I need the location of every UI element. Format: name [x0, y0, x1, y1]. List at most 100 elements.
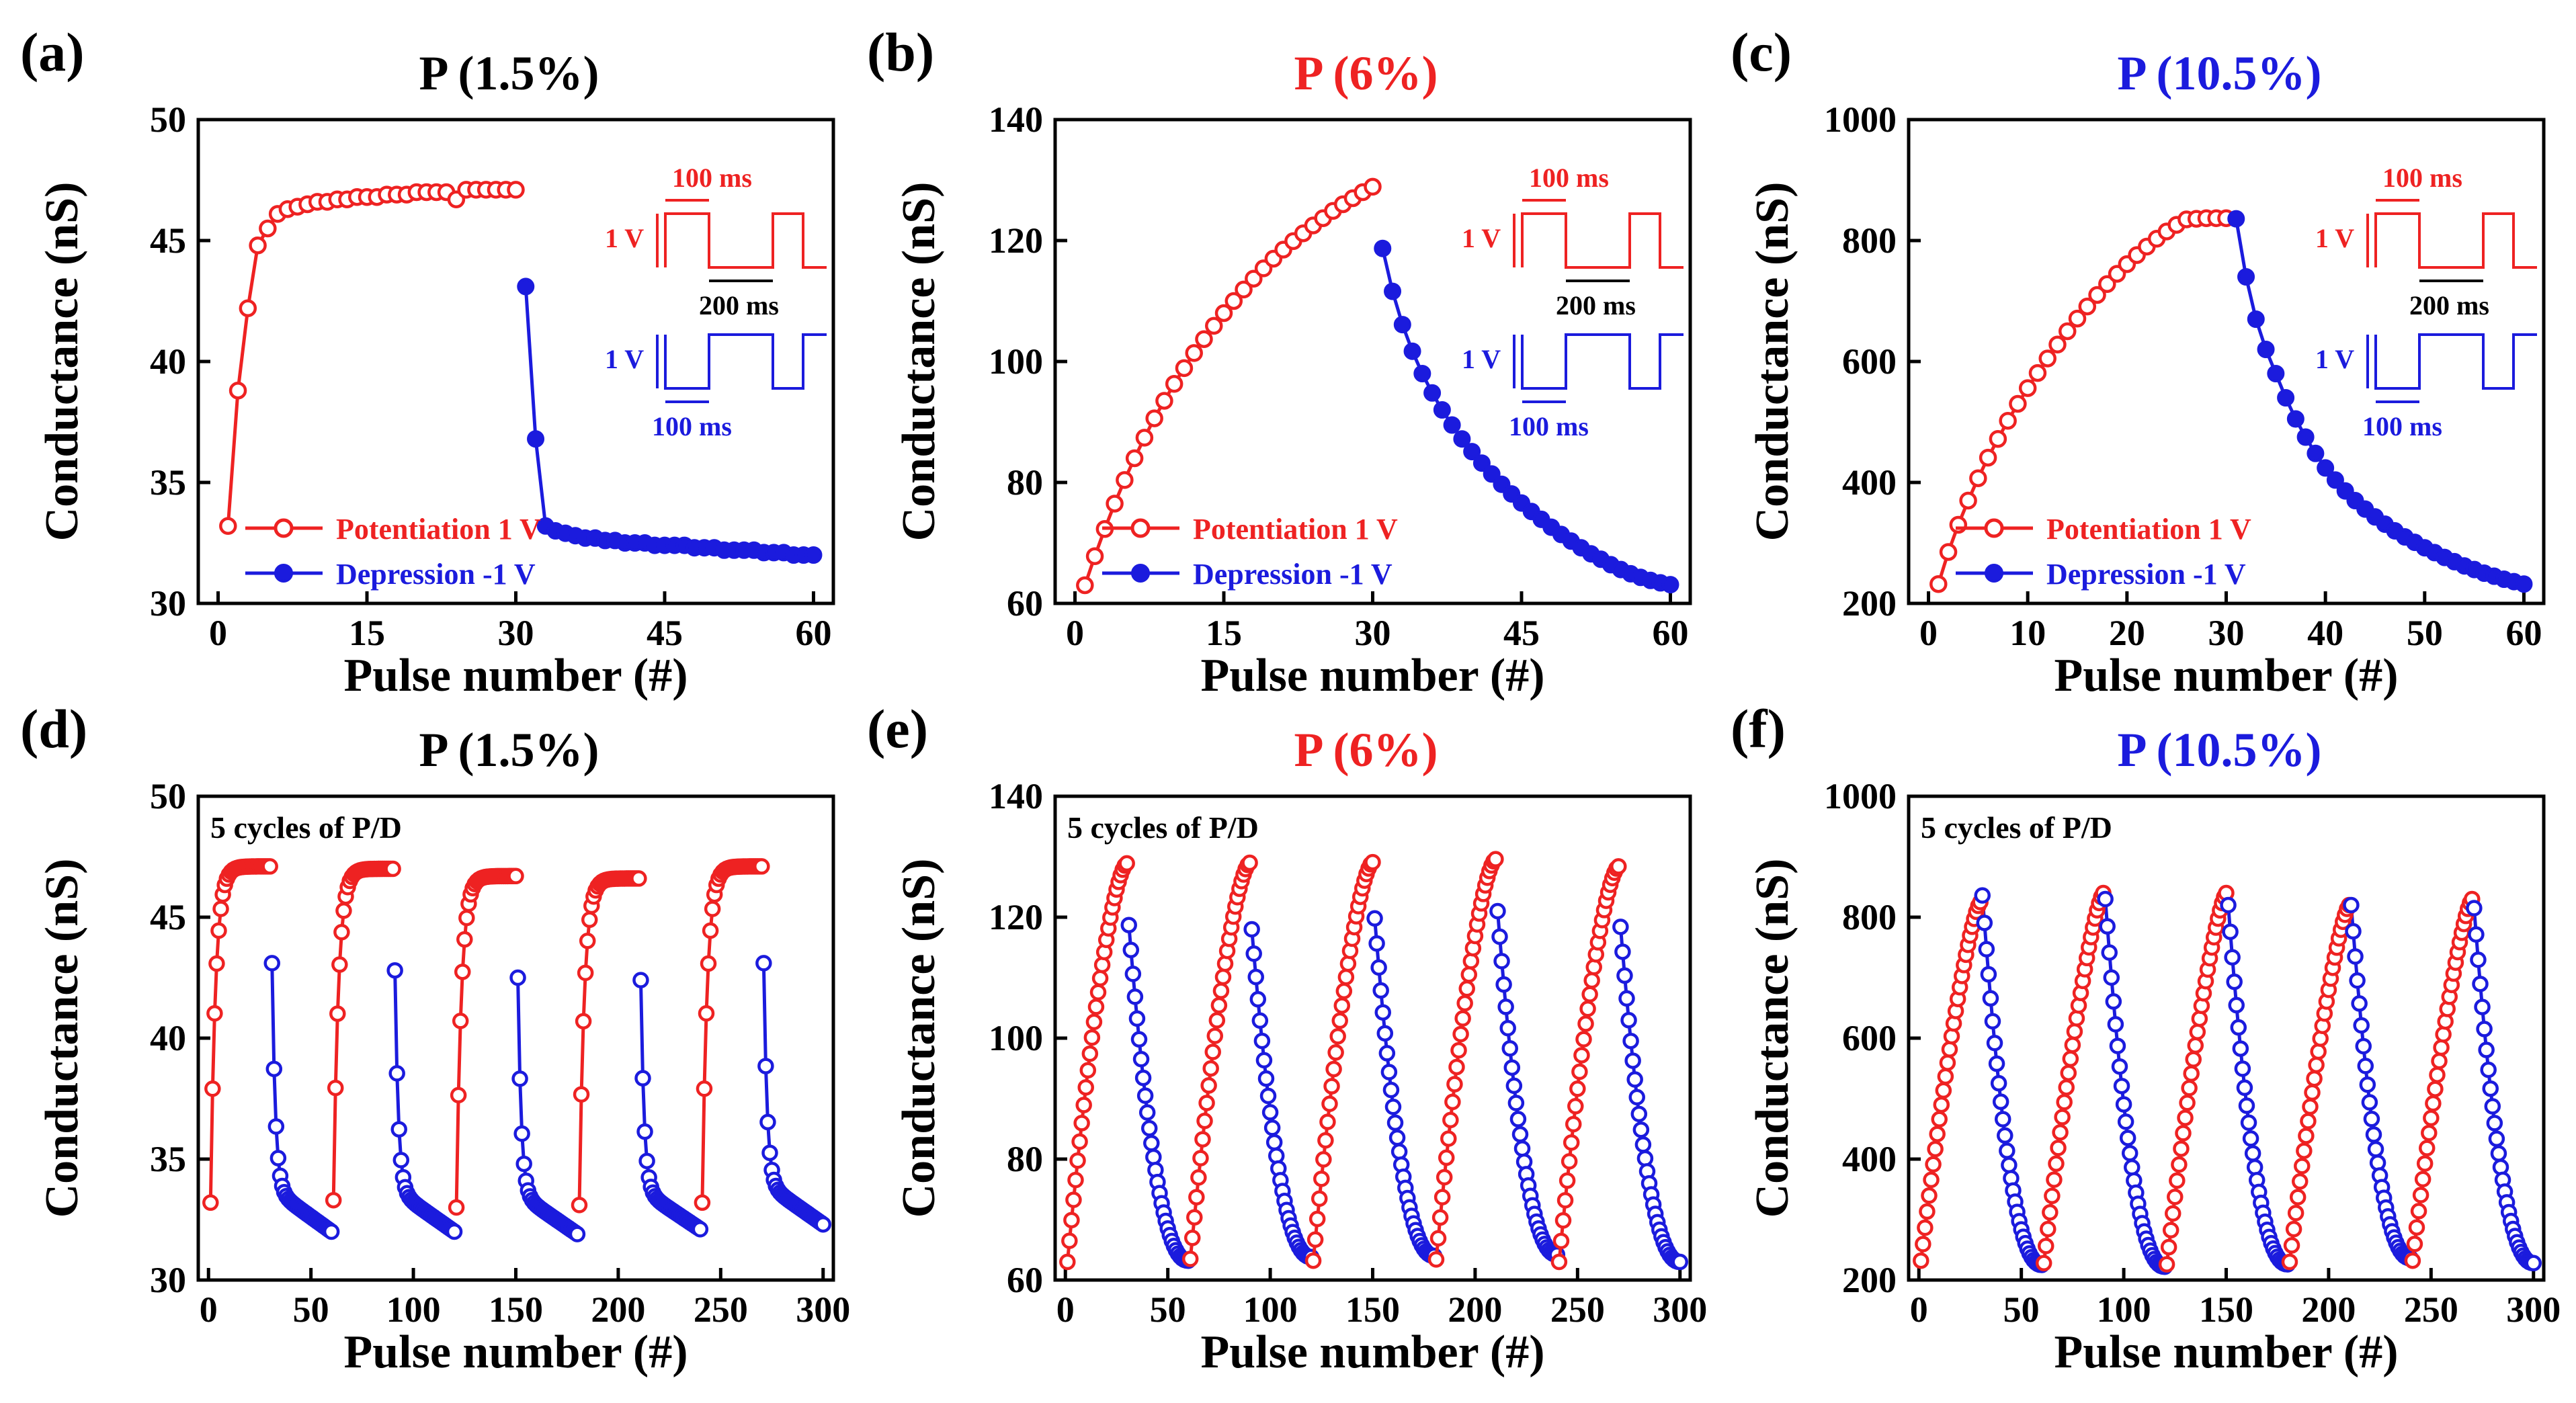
depression-point: [1483, 465, 1501, 483]
y-tick-label: 30: [150, 1260, 186, 1300]
potentiation-pulse-train: [1521, 212, 1684, 269]
potentiation-point: [1311, 1190, 1328, 1207]
potentiation-point: [1550, 1253, 1568, 1271]
depression-point: [1263, 1119, 1281, 1136]
depression-pulse-train: [664, 333, 827, 390]
depression-point: [2351, 995, 2368, 1012]
potentiation-point: [1076, 576, 1094, 595]
depression-point: [1984, 1013, 2001, 1030]
potentiation-point: [1444, 1093, 1461, 1111]
potentiation-point: [2285, 1220, 2302, 1238]
legend-label-potentiation: Potentiation 1 V: [336, 513, 541, 546]
depression-point: [2365, 1126, 2382, 1143]
potentiation-point: [1554, 1212, 1572, 1229]
potentiation-point: [1610, 858, 1627, 875]
potentiation-point: [1116, 471, 1134, 489]
potentiation-point: [630, 870, 647, 887]
potentiation-point: [2162, 1222, 2179, 1239]
depression-point: [569, 1226, 586, 1242]
depression-point: [1130, 1031, 1148, 1048]
cycles-note: 5 cycles of P/D: [1921, 810, 2112, 845]
chart-title: P (1.5%): [419, 723, 599, 777]
depression-point: [1382, 1081, 1400, 1099]
potentiation-point: [329, 1005, 346, 1022]
panel-b: (b) P (6%) 0 15 30 45 60 60 80 100 120 140 Pulse num…: [867, 22, 1692, 702]
y-tick-label: 80: [1007, 1139, 1043, 1179]
depression-point: [2001, 1156, 2018, 1174]
depression-point: [2232, 1040, 2249, 1057]
x-tick-label: 200: [1448, 1289, 1502, 1330]
potentiation-point: [1949, 515, 1968, 534]
y-axis-label: Conductance (nS): [1747, 859, 1798, 1218]
depression-point: [2343, 896, 2360, 914]
depression-point: [386, 962, 403, 979]
depression-point: [2345, 923, 2362, 940]
x-tick-label: 60: [2505, 613, 2542, 653]
potentiation-point: [2164, 1205, 2182, 1222]
potentiation-point: [2018, 379, 2037, 397]
potentiation-point: [2038, 349, 2056, 368]
potentiation-point: [1583, 972, 1600, 989]
cycles-note: 5 cycles of P/D: [1067, 810, 1259, 845]
x-tick-label: 300: [796, 1289, 850, 1330]
potentiation-point: [1224, 292, 1243, 310]
potentiation-point: [1927, 1140, 1944, 1158]
potentiation-point: [1135, 429, 1154, 447]
potentiation-point: [1917, 1219, 1934, 1236]
x-tick-label: 300: [1653, 1289, 1707, 1330]
depression-point: [1380, 1064, 1398, 1080]
y-tick-label: 600: [1842, 341, 1897, 382]
depression-point: [1243, 921, 1260, 938]
potentiation-point: [1919, 1203, 1936, 1220]
y-tick-label: 80: [1007, 462, 1043, 503]
potentiation-point: [212, 900, 229, 917]
potentiation-point: [1427, 1251, 1445, 1268]
depression-point: [2468, 926, 2485, 943]
potentiation-point: [2042, 1204, 2059, 1221]
depression-point: [1366, 910, 1383, 927]
depression-point: [1413, 365, 1431, 382]
potentiation-point: [2167, 1189, 2184, 1205]
chart-title: P (10.5%): [2118, 723, 2322, 777]
potentiation-point: [1306, 1231, 1324, 1248]
depression-point: [2124, 1159, 2141, 1176]
depression-point: [1982, 990, 1999, 1007]
potentiation-point: [2418, 1140, 2436, 1156]
potentiation-point: [2431, 1052, 2448, 1070]
potentiation-point: [2035, 1255, 2052, 1272]
depression-point: [2349, 972, 2366, 989]
depression-point: [2222, 923, 2239, 940]
y-tick-label: 50: [150, 776, 186, 816]
potentiation-point: [1431, 1209, 1449, 1226]
potentiation-point: [1335, 982, 1353, 1000]
panel-label: (d): [20, 698, 87, 759]
x-tick-label: 20: [2109, 613, 2145, 653]
potentiation-point: [1083, 1029, 1101, 1046]
depression-point: [2117, 1113, 2134, 1130]
y-axis-label: Conductance (nS): [36, 182, 88, 542]
potentiation-point: [2425, 1095, 2442, 1112]
potentiation-point: [335, 902, 352, 919]
potentiation-point: [2048, 1155, 2065, 1173]
potentiation-point: [1214, 968, 1232, 986]
depression-point: [2228, 996, 2245, 1014]
depression-point: [1671, 1253, 1689, 1271]
potentiation-point: [2414, 1171, 2432, 1188]
amplitude-label-blue: 1 V: [2315, 344, 2354, 374]
potentiation-point: [1317, 1132, 1334, 1149]
depression-point: [1636, 1150, 1654, 1167]
potentiation-point: [2068, 1010, 2085, 1027]
potentiation-point: [2189, 1023, 2206, 1041]
potentiation-point: [331, 956, 348, 973]
depression-point: [1632, 1121, 1650, 1138]
amplitude-label-red: 1 V: [1462, 223, 1501, 253]
depression-point: [1374, 1004, 1391, 1021]
potentiation-point: [202, 1194, 219, 1211]
potentiation-point: [1186, 1209, 1203, 1226]
potentiation-point: [2056, 1093, 2073, 1111]
potentiation-point: [456, 931, 473, 948]
potentiation-point: [2416, 1155, 2434, 1172]
depression-point: [2466, 900, 2483, 917]
potentiation-point: [2421, 1124, 2438, 1142]
y-tick-label: 45: [150, 220, 186, 261]
